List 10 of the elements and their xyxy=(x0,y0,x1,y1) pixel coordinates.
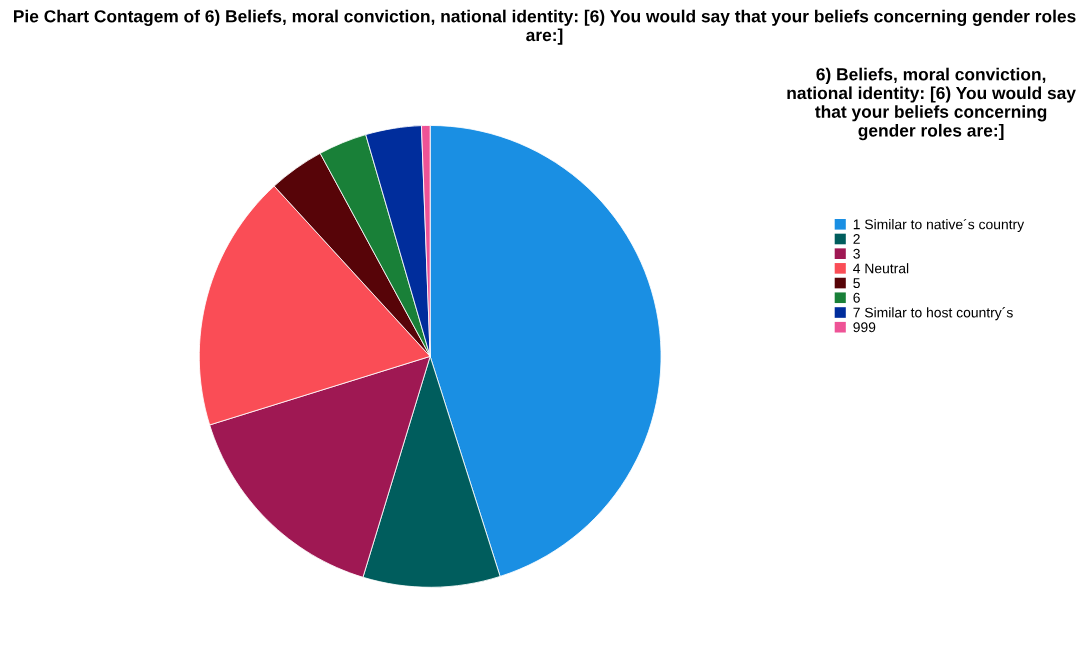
chart-title: Pie Chart Contagem of 6) Beliefs, moral conviction, national identity: [6) You would say that your beliefs concerning gender roles are:] xyxy=(14,9,1076,45)
legend-label: 999 xyxy=(853,322,876,333)
legend-label: 6 xyxy=(853,292,860,303)
legend-label: 7 Similar to host country´s xyxy=(853,307,1013,321)
legend-label: 5 xyxy=(853,278,860,289)
legend-label: 1 Similar to native´s country xyxy=(853,218,1025,233)
legend-title: 6) Beliefs, moral conviction, national identity: [6) You would say that your beliefs concerning gender roles are:] xyxy=(787,67,1076,141)
legend-label: 2 xyxy=(853,234,860,244)
legend-label: 3 xyxy=(853,248,860,259)
legend-label: 4 Neutral xyxy=(853,263,909,274)
